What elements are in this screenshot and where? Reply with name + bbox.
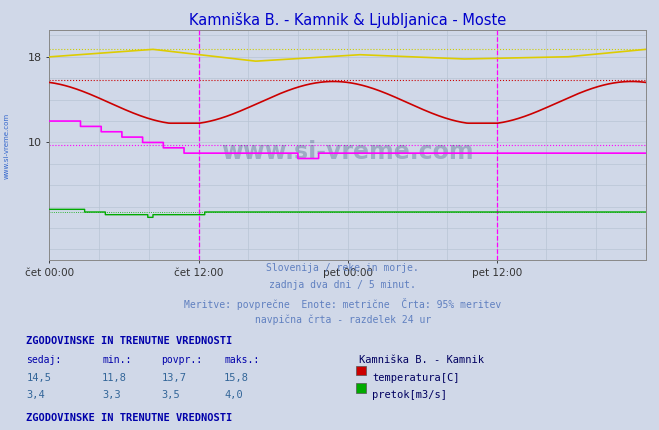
Text: 3,5: 3,5 [161, 390, 180, 400]
Text: sedaj:: sedaj: [26, 355, 61, 365]
Text: zadnja dva dni / 5 minut.: zadnja dva dni / 5 minut. [270, 280, 416, 290]
Text: ZGODOVINSKE IN TRENUTNE VREDNOSTI: ZGODOVINSKE IN TRENUTNE VREDNOSTI [26, 413, 233, 423]
Text: maks.:: maks.: [224, 355, 259, 365]
Text: pretok[m3/s]: pretok[m3/s] [372, 390, 447, 400]
Text: 11,8: 11,8 [102, 373, 127, 383]
Text: 4,0: 4,0 [224, 390, 243, 400]
Text: min.:: min.: [102, 355, 132, 365]
Text: Kamniška B. - Kamnik: Kamniška B. - Kamnik [359, 355, 484, 365]
Text: ZGODOVINSKE IN TRENUTNE VREDNOSTI: ZGODOVINSKE IN TRENUTNE VREDNOSTI [26, 336, 233, 346]
Text: 3,4: 3,4 [26, 390, 45, 400]
Text: 13,7: 13,7 [161, 373, 186, 383]
Text: 14,5: 14,5 [26, 373, 51, 383]
Text: Meritve: povprečne  Enote: metrične  Črta: 95% meritev: Meritve: povprečne Enote: metrične Črta:… [184, 298, 501, 310]
Text: www.si-vreme.com: www.si-vreme.com [3, 113, 10, 179]
Text: 3,3: 3,3 [102, 390, 121, 400]
Text: Slovenija / reke in morje.: Slovenija / reke in morje. [266, 263, 419, 273]
Text: povpr.:: povpr.: [161, 355, 202, 365]
Text: www.si-vreme.com: www.si-vreme.com [221, 140, 474, 164]
Title: Kamniška B. - Kamnik & Ljubljanica - Moste: Kamniška B. - Kamnik & Ljubljanica - Mos… [189, 12, 506, 28]
Text: navpična črta - razdelek 24 ur: navpična črta - razdelek 24 ur [254, 315, 431, 325]
Text: 15,8: 15,8 [224, 373, 249, 383]
Text: temperatura[C]: temperatura[C] [372, 373, 460, 383]
